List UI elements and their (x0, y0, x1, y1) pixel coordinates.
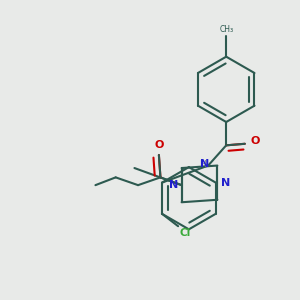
Text: N: N (221, 178, 230, 188)
Text: CH₃: CH₃ (219, 25, 233, 34)
Text: O: O (250, 136, 260, 146)
Text: H: H (199, 160, 206, 169)
Text: N: N (169, 180, 178, 190)
Text: Cl: Cl (180, 228, 191, 238)
Text: N: N (200, 159, 209, 169)
Text: O: O (154, 140, 164, 150)
